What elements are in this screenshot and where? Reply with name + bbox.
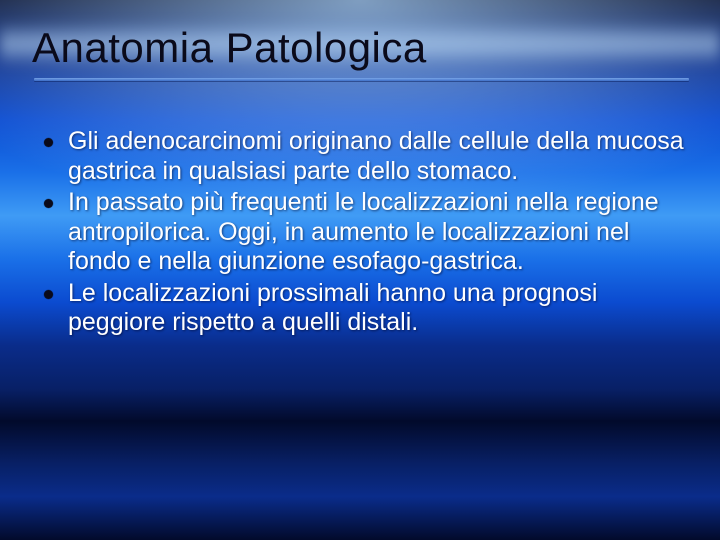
list-item: Gli adenocarcinomi originano dalle cellu… — [40, 127, 686, 186]
slide-body: Gli adenocarcinomi originano dalle cellu… — [34, 127, 690, 338]
bullet-list: Gli adenocarcinomi originano dalle cellu… — [40, 127, 686, 338]
slide: Anatomia Patologica Gli adenocarcinomi o… — [0, 0, 720, 540]
title-underline — [34, 78, 689, 81]
list-item: Le localizzazioni prossimali hanno una p… — [40, 279, 686, 338]
list-item: In passato più frequenti le localizzazio… — [40, 188, 686, 277]
slide-title: Anatomia Patologica — [32, 24, 690, 72]
